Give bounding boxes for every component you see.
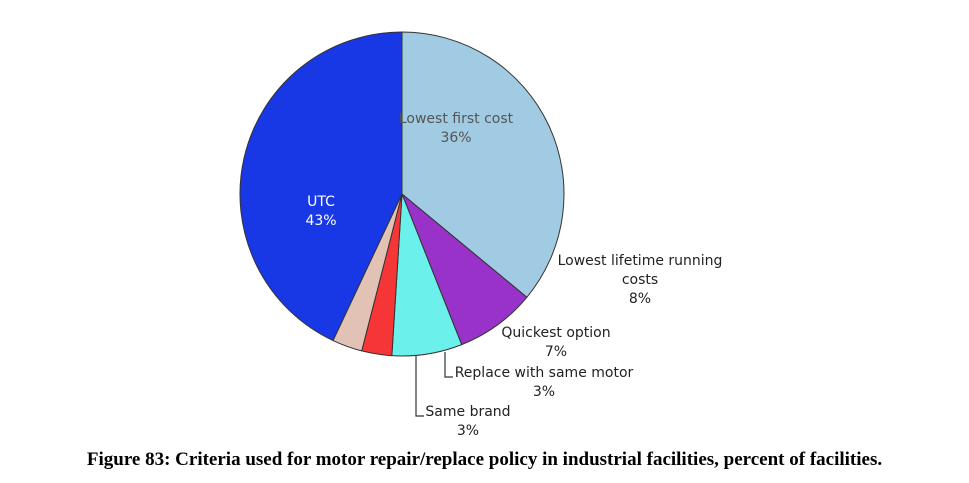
- slice-label-replace-with-same-motor: Replace with same motor 3%: [455, 365, 634, 400]
- slice-label-line: UTC: [307, 194, 335, 210]
- slice-labels: Lowest first cost 36% Lowest lifetime runn…: [305, 111, 722, 439]
- slice-label-line: Quickest option: [501, 325, 610, 341]
- slice-label-lowest-first-cost: Lowest first cost 36%: [399, 111, 514, 146]
- pie-slices: [239, 31, 565, 357]
- pie-chart: Lowest first cost 36% Lowest lifetime runn…: [239, 31, 722, 439]
- leader-line-same-brand: [415, 356, 424, 417]
- slice-label-same-brand: Same brand 3%: [425, 404, 510, 439]
- slice-label-utc: UTC 43%: [305, 194, 336, 229]
- slice-label-line: 7%: [545, 344, 567, 360]
- slice-label-line: Same brand: [425, 404, 510, 420]
- slice-label-quickest-option: Quickest option 7%: [501, 325, 610, 360]
- slice-label-line: Replace with same motor: [455, 365, 634, 381]
- slice-label-line: costs: [622, 272, 658, 288]
- slice-label-line: 3%: [457, 423, 479, 439]
- slice-label-line: Lowest lifetime running: [558, 253, 723, 269]
- slice-label-line: 36%: [440, 130, 471, 146]
- slice-label-line: Lowest first cost: [399, 111, 514, 127]
- leader-line-replace-with-same-motor: [444, 352, 453, 378]
- slice-label-line: 8%: [629, 291, 651, 307]
- slice-label-lowest-lifetime-running-costs: Lowest lifetime running costs 8%: [558, 253, 723, 307]
- pie-slice-utc: [239, 31, 403, 342]
- slice-label-line: 43%: [305, 213, 336, 229]
- pie-slice-lowest-first-cost: [401, 31, 565, 298]
- figure-caption: Figure 83: Criteria used for motor repai…: [86, 449, 883, 470]
- label-leader-lines: [415, 352, 453, 417]
- slice-label-line: 3%: [533, 384, 555, 400]
